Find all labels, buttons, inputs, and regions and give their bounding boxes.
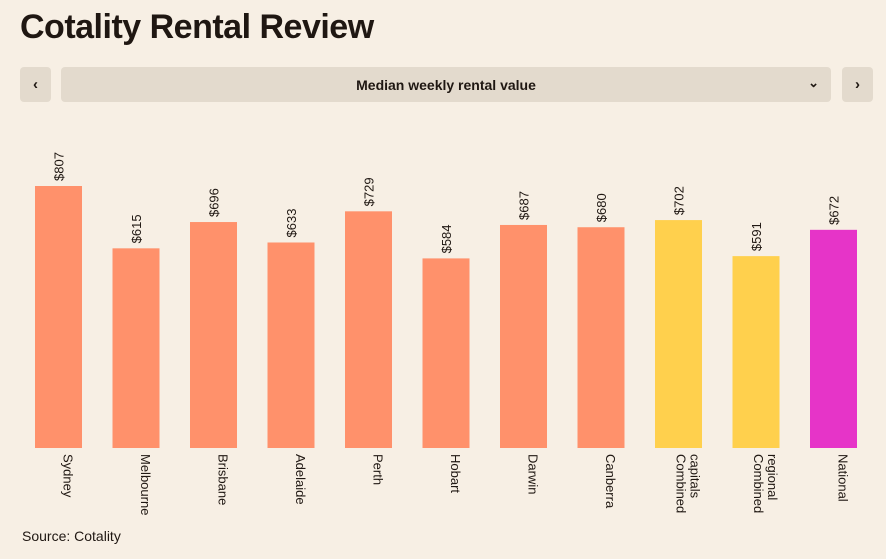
bar-darwin[interactable] <box>500 224 547 448</box>
value-label: $615 <box>129 214 144 243</box>
category-label: Hobart <box>448 454 463 493</box>
bar-adelaide[interactable] <box>267 242 315 448</box>
value-label: $633 <box>284 209 299 238</box>
category-label-line: Hobart <box>448 454 463 493</box>
bar-national[interactable] <box>810 229 857 448</box>
value-label: $687 <box>517 191 532 220</box>
category-label-line: Sydney <box>61 454 76 498</box>
bar-combined-capitals[interactable] <box>655 220 702 448</box>
metric-dropdown[interactable]: Median weekly rental value ⌄ <box>61 67 831 102</box>
page-title: Cotality Rental Review <box>20 8 374 46</box>
category-label: Combined regional <box>751 454 780 513</box>
metric-dropdown-label: Median weekly rental value <box>356 76 536 93</box>
bar-sydney[interactable] <box>35 186 82 448</box>
category-label-line: Melbourne <box>138 454 153 515</box>
value-label: $680 <box>594 193 609 222</box>
bar-hobart[interactable] <box>422 258 470 448</box>
category-label-line: regional <box>765 454 780 500</box>
category-label-line: Darwin <box>526 454 541 494</box>
source-note: Source: Cotality <box>22 528 121 544</box>
bar-canberra[interactable] <box>577 227 625 448</box>
category-label: Adelaide <box>293 454 308 505</box>
category-label-line: Perth <box>371 454 386 485</box>
category-label: Perth <box>371 454 386 485</box>
value-label: $702 <box>672 186 687 215</box>
bar-perth[interactable] <box>345 211 392 448</box>
category-label-line: Adelaide <box>293 454 308 505</box>
category-label-line: Brisbane <box>216 454 231 505</box>
chevron-right-icon: › <box>855 76 860 93</box>
value-label: $729 <box>362 177 377 206</box>
bar-combined-regional[interactable] <box>732 256 780 448</box>
category-label-line: capitals <box>688 454 703 499</box>
category-label: Brisbane <box>216 454 231 505</box>
bar-melbourne[interactable] <box>112 248 160 448</box>
value-label: $696 <box>207 188 222 217</box>
category-label: Darwin <box>526 454 541 494</box>
category-label: Combined capitals <box>674 454 703 513</box>
value-label: $591 <box>749 222 764 251</box>
next-button[interactable]: › <box>842 67 873 102</box>
chevron-down-icon: ⌄ <box>808 75 819 90</box>
category-label: National <box>836 454 851 502</box>
category-label: Melbourne <box>138 454 153 515</box>
category-label: Sydney <box>61 454 76 498</box>
chevron-left-icon: ‹ <box>33 76 38 93</box>
bar-brisbane[interactable] <box>190 222 237 448</box>
bar-chart: $807 Sydney $615 Melbourne $696 Brisbane $633 A… <box>35 152 857 515</box>
value-label: $672 <box>827 196 842 225</box>
prev-button[interactable]: ‹ <box>20 67 51 102</box>
category-label-line: National <box>836 454 851 502</box>
category-label: Canberra <box>603 454 618 509</box>
category-label-line: Combined <box>751 454 766 513</box>
category-label-line: Canberra <box>603 454 618 509</box>
category-label-line: Combined <box>674 454 689 513</box>
value-label: $807 <box>52 152 67 181</box>
value-label: $584 <box>439 224 454 253</box>
